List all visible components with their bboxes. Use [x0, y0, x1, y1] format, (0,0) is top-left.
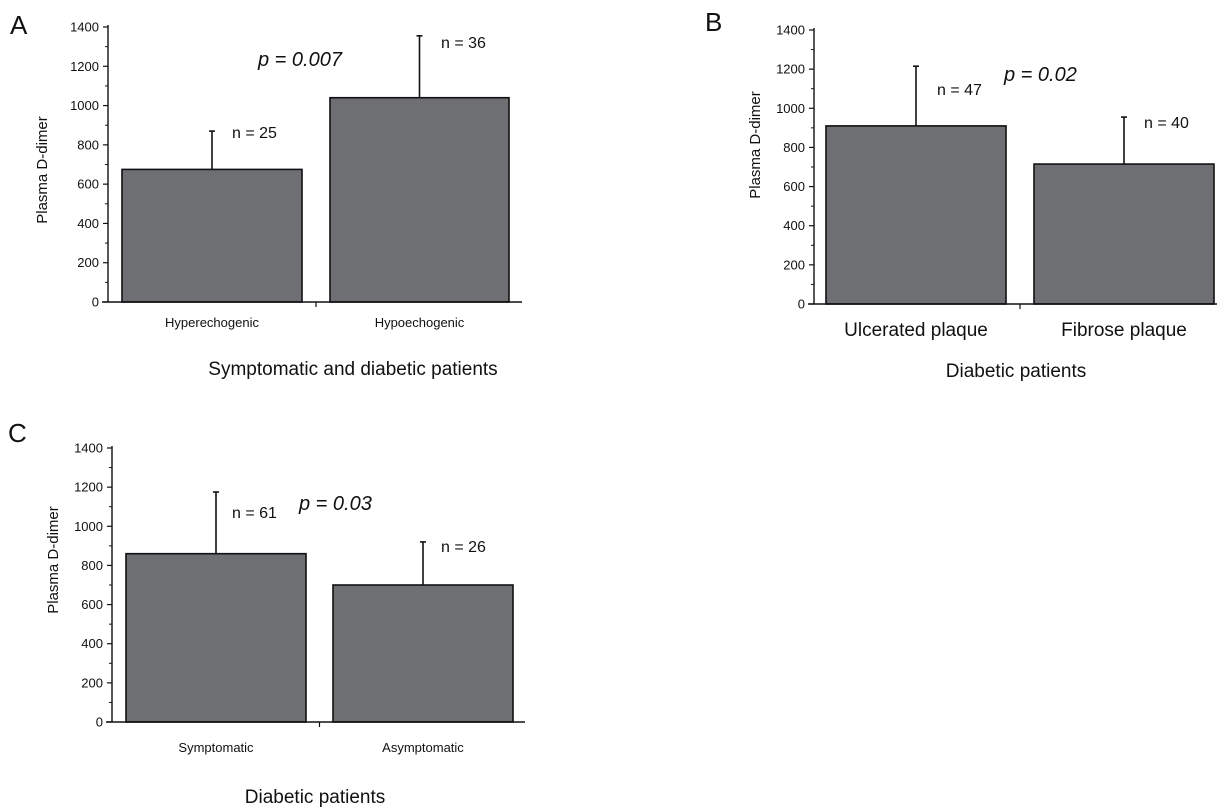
y-tick-label: 600 — [77, 177, 99, 192]
y-tick-label: 1000 — [776, 101, 805, 116]
y-axis-title: Plasma D-dimer — [747, 91, 764, 199]
y-tick-label: 1400 — [70, 20, 99, 35]
x-axis-title: Diabetic patients — [245, 787, 385, 808]
y-tick-label: 0 — [96, 715, 103, 730]
category-label: Hypoechogenic — [375, 315, 465, 330]
panel-letter: B — [705, 7, 722, 37]
x-axis-title: Diabetic patients — [946, 361, 1086, 382]
y-tick-label: 800 — [81, 558, 103, 573]
p-value-annotation: p = 0.02 — [1003, 64, 1077, 86]
y-axis-title: Plasma D-dimer — [34, 116, 51, 224]
x-axis-title: Symptomatic and diabetic patients — [208, 359, 497, 380]
n-label: n = 26 — [441, 539, 486, 556]
bar — [125, 552, 307, 723]
y-tick-label: 400 — [77, 216, 99, 231]
panel-b: B 0 200 400 600 800 1000 1200 1400 Ulcerated plaq… — [705, 7, 1217, 382]
bar — [332, 584, 514, 723]
category-label: Hyperechogenic — [165, 315, 259, 330]
category-label: Fibrose plaque — [1061, 320, 1187, 341]
y-tick-label: 1200 — [70, 59, 99, 74]
bar — [121, 168, 303, 303]
y-tick-label: 1200 — [74, 480, 103, 495]
bar — [825, 125, 1007, 305]
y-axis-title: Plasma D-dimer — [45, 506, 62, 614]
y-tick-label: 600 — [81, 597, 103, 612]
y-tick-label: 1400 — [776, 23, 805, 38]
bar — [1033, 163, 1215, 305]
y-tick-label: 200 — [77, 255, 99, 270]
category-label: Ulcerated plaque — [844, 320, 988, 341]
n-label: n = 61 — [232, 505, 277, 522]
n-label: n = 40 — [1144, 115, 1189, 132]
y-tick-label: 1000 — [74, 519, 103, 534]
panel-a: A 0 200 400 600 800 1000 1200 1400 Hyperechogenic… — [10, 10, 522, 380]
category-label: Symptomatic — [178, 740, 254, 755]
y-tick-label: 1400 — [74, 441, 103, 456]
p-value-annotation: p = 0.007 — [257, 49, 343, 71]
category-label: Asymptomatic — [382, 740, 464, 755]
y-tick-label: 0 — [92, 295, 99, 310]
y-tick-label: 800 — [77, 137, 99, 152]
y-tick-label: 0 — [798, 297, 805, 312]
panel-letter: A — [10, 10, 28, 40]
y-tick-label: 400 — [81, 636, 103, 651]
y-tick-label: 800 — [783, 140, 805, 155]
p-value-annotation: p = 0.03 — [298, 493, 372, 515]
y-tick-label: 600 — [783, 179, 805, 194]
y-tick-label: 1200 — [776, 62, 805, 77]
n-label: n = 36 — [441, 35, 486, 52]
n-label: n = 47 — [937, 82, 982, 99]
y-tick-label: 400 — [783, 218, 805, 233]
y-tick-label: 200 — [783, 257, 805, 272]
panel-c: C 0 200 400 600 800 1000 1200 1400 Symptomatic Asy… — [8, 418, 525, 808]
panel-letter: C — [8, 418, 27, 448]
n-label: n = 25 — [232, 125, 277, 142]
y-tick-label: 200 — [81, 675, 103, 690]
bar — [329, 96, 510, 303]
y-tick-label: 1000 — [70, 98, 99, 113]
